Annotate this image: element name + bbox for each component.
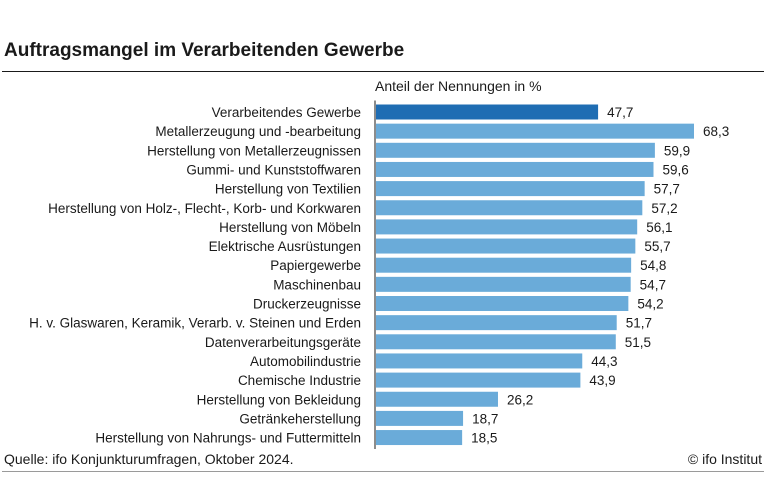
category-label: Metallerzeugung und -bearbeitung — [155, 124, 361, 139]
bar — [376, 391, 498, 407]
bar — [376, 410, 464, 426]
bar — [376, 276, 631, 292]
category-label: Getränkeherstellung — [239, 411, 361, 426]
bar — [376, 181, 645, 197]
bar — [376, 123, 694, 139]
bar — [376, 430, 463, 446]
category-label: Automobilindustrie — [250, 354, 361, 369]
bar — [376, 257, 632, 273]
bar — [376, 315, 617, 331]
bar — [376, 104, 599, 120]
bar — [376, 142, 655, 158]
bar — [376, 353, 583, 369]
data-label: 57,2 — [651, 201, 677, 216]
data-label: 51,7 — [626, 316, 652, 331]
data-label: 54,2 — [637, 297, 663, 312]
data-label: 26,2 — [507, 392, 533, 407]
chart-subtitle: Anteil der Nennungen in % — [375, 78, 542, 94]
data-label: 44,3 — [591, 354, 617, 369]
source-note: Quelle: ifo Konjunkturumfragen, Oktober … — [4, 451, 294, 467]
data-label: 59,9 — [664, 143, 690, 158]
footer-divider — [2, 471, 764, 472]
data-label: 59,6 — [662, 162, 688, 177]
data-label: 47,7 — [607, 105, 633, 120]
data-label: 56,1 — [646, 220, 672, 235]
data-label: 54,8 — [640, 258, 666, 273]
data-label: 51,5 — [625, 335, 651, 350]
category-label: H. v. Glaswaren, Keramik, Verarb. v. Ste… — [29, 316, 361, 331]
category-label: Druckerzeugnisse — [253, 297, 361, 312]
bar — [376, 238, 636, 254]
copyright-credit: © ifo Institut — [687, 451, 762, 467]
category-label: Herstellung von Textilien — [215, 182, 361, 197]
bar — [376, 219, 638, 235]
category-label: Herstellung von Nahrungs- und Futtermitt… — [95, 431, 361, 446]
bar — [376, 334, 616, 350]
category-label: Datenverarbeitungsgeräte — [205, 335, 361, 350]
category-label: Gummi- und Kunststoffwaren — [186, 162, 361, 177]
data-label: 57,7 — [654, 182, 680, 197]
bar — [376, 372, 581, 388]
data-label: 18,5 — [471, 431, 497, 446]
data-label: 55,7 — [644, 239, 670, 254]
data-label: 54,7 — [640, 277, 666, 292]
category-label: Verarbeitendes Gewerbe — [212, 105, 361, 120]
category-label: Maschinenbau — [273, 277, 361, 292]
category-label: Herstellung von Bekleidung — [197, 392, 361, 407]
title-divider — [2, 71, 764, 72]
chart-title: Auftragsmangel im Verarbeitenden Gewerbe — [4, 40, 405, 61]
category-label: Herstellung von Möbeln — [219, 220, 361, 235]
data-label: 18,7 — [472, 411, 498, 426]
bar — [376, 161, 654, 177]
bar — [376, 200, 643, 216]
category-label: Chemische Industrie — [238, 373, 361, 388]
category-label: Elektrische Ausrüstungen — [209, 239, 361, 254]
category-label: Herstellung von Metallerzeugnissen — [147, 143, 361, 158]
data-label: 68,3 — [703, 124, 729, 139]
bar — [376, 296, 629, 311]
data-label: 43,9 — [589, 373, 615, 388]
category-label: Herstellung von Holz-, Flecht-, Korb- un… — [48, 201, 361, 216]
category-label: Papiergewerbe — [270, 258, 361, 273]
